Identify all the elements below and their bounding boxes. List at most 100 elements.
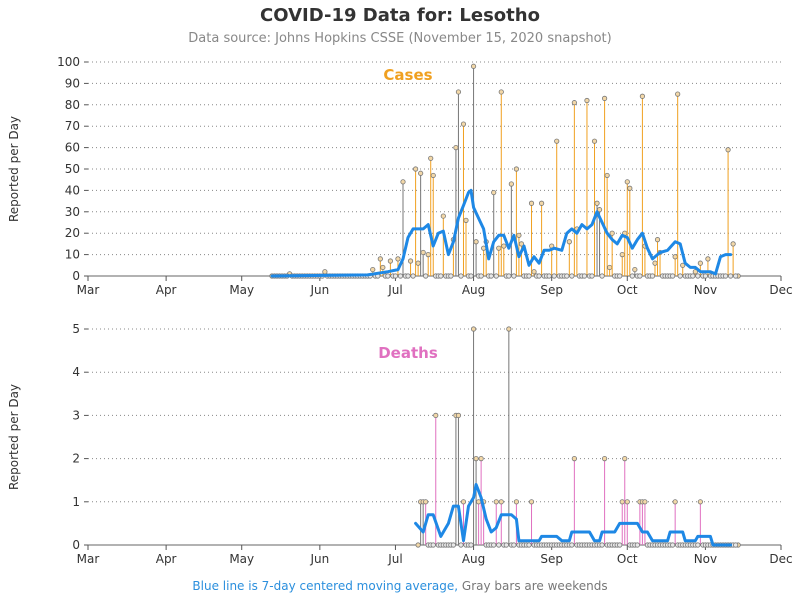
cases-ytick-label: 90 <box>65 76 80 90</box>
cases-point <box>692 269 698 275</box>
cases-point <box>501 243 507 249</box>
cases-point <box>639 93 646 99</box>
cases-point <box>632 266 638 273</box>
deaths-moving-average-line <box>414 483 733 547</box>
cases-zero-point <box>405 273 411 279</box>
cases-point <box>508 181 514 187</box>
cases-ytick-label: 80 <box>65 98 80 112</box>
deaths-ytick-label: 5 <box>72 322 80 336</box>
cases-point <box>470 63 477 69</box>
deaths-ytick-label: 1 <box>72 495 80 509</box>
deaths-zero-point <box>503 542 509 548</box>
deaths-zero-point <box>617 542 623 548</box>
cases-point <box>609 230 615 236</box>
cases-point <box>554 138 560 144</box>
footnote-moving-average: Blue line is 7-day centered moving avera… <box>192 579 459 593</box>
cases-point <box>463 217 469 223</box>
footnote: Blue line is 7-day centered moving avera… <box>0 579 800 593</box>
deaths-zero-point <box>670 542 676 548</box>
cases-xtick-label: Mar <box>77 283 100 297</box>
cases-xtick-label: Aug <box>462 283 485 297</box>
cases-zero-point <box>722 273 729 279</box>
cases-point <box>377 256 383 262</box>
cases-point <box>473 239 479 245</box>
deaths-ytick-label: 0 <box>72 538 80 552</box>
cases-zero-point <box>438 273 444 279</box>
cases-ytick-label: 70 <box>65 119 80 133</box>
deaths-xtick-label: Jul <box>387 552 402 566</box>
deaths-point <box>493 499 499 505</box>
deaths-point <box>473 455 479 462</box>
deaths-zero-point <box>511 542 517 548</box>
cases-ytick-label: 10 <box>65 248 80 262</box>
deaths-point <box>624 499 630 505</box>
cases-point <box>491 189 497 196</box>
cases-point <box>395 256 401 262</box>
cases-zero-point <box>617 273 623 279</box>
cases-panel-label: Cases <box>383 66 432 84</box>
cases-zero-point <box>551 273 557 279</box>
cases-zero-point <box>695 273 701 279</box>
cases-xtick-label: Apr <box>156 283 177 297</box>
cases-point <box>584 97 590 104</box>
cases-xtick-label: Sep <box>540 283 563 297</box>
cases-point <box>725 147 731 153</box>
cases-point <box>596 207 603 213</box>
cases-point <box>705 256 711 262</box>
cases-point <box>430 172 436 179</box>
deaths-xtick-label: Aug <box>462 552 485 566</box>
deaths-zero-point <box>569 542 575 548</box>
deaths-point <box>478 455 484 462</box>
cases-point <box>496 245 502 251</box>
cases-point <box>571 100 577 106</box>
deaths-point <box>506 326 512 332</box>
deaths-point <box>498 499 504 505</box>
cases-zero-point <box>493 273 499 279</box>
cases-zero-point <box>448 273 454 279</box>
cases-point <box>680 262 686 268</box>
cases-xtick-label: Jun <box>309 283 329 297</box>
cases-point <box>538 200 545 206</box>
cases-point <box>428 155 434 161</box>
deaths-ytick-label: 3 <box>72 408 80 422</box>
cases-point <box>400 179 406 185</box>
deaths-zero-point <box>468 542 474 548</box>
deaths-point <box>415 542 421 548</box>
cases-xtick-label: May <box>229 283 254 297</box>
deaths-zero-point <box>430 542 436 548</box>
cases-point <box>498 89 504 95</box>
cases-zero-point <box>526 273 532 279</box>
cases-ytick-label: 0 <box>72 269 80 283</box>
cases-zero-point <box>536 273 542 279</box>
cases-xtick-label: Nov <box>694 283 717 297</box>
cases-zero-point <box>727 273 734 279</box>
cases-zero-point <box>397 273 404 279</box>
deaths-xtick-label: Oct <box>617 552 638 566</box>
cases-zero-point <box>702 273 709 279</box>
cases-zero-point <box>589 273 595 279</box>
cases-point <box>513 166 520 172</box>
deaths-zero-point <box>450 542 456 548</box>
deaths-point <box>619 499 625 505</box>
cases-point <box>370 266 376 273</box>
cases-zero-point <box>569 273 575 279</box>
cases-point <box>675 91 681 97</box>
cases-zero-point <box>410 273 416 279</box>
cases-point <box>697 260 703 266</box>
cases-ytick-label: 100 <box>57 55 80 69</box>
cases-point <box>627 185 633 191</box>
cases-moving-average-line <box>270 188 733 278</box>
cases-point <box>440 213 446 219</box>
deaths-zero-point <box>599 542 605 548</box>
deaths-point <box>672 499 678 505</box>
cases-zero-point <box>392 273 399 279</box>
cases-xtick-label: Oct <box>617 283 638 297</box>
cases-zero-point <box>670 273 676 279</box>
cases-ytick-label: 50 <box>65 162 80 176</box>
cases-point <box>672 254 678 260</box>
cases-point <box>322 269 328 275</box>
cases-point <box>425 252 431 258</box>
deaths-point <box>528 499 535 505</box>
cases-point <box>528 200 535 206</box>
